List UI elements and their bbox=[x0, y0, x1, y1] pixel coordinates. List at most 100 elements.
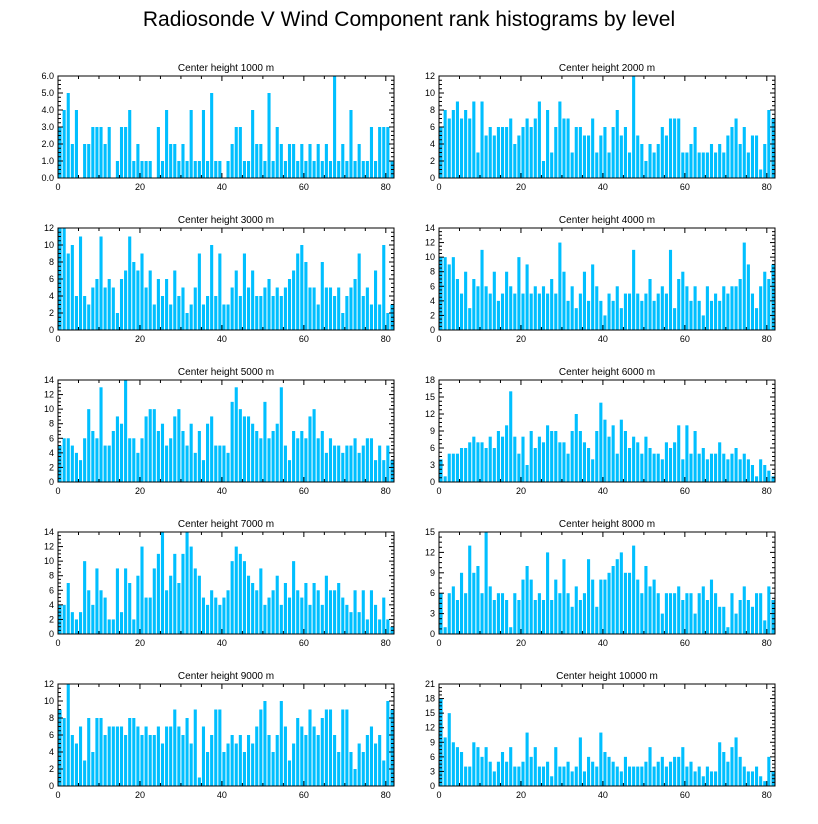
bar bbox=[689, 300, 693, 330]
bar bbox=[656, 761, 660, 786]
x-tick-label: 20 bbox=[516, 638, 526, 648]
bar bbox=[337, 583, 341, 634]
bar bbox=[300, 245, 304, 330]
y-tick-label: 3 bbox=[430, 460, 435, 470]
bar bbox=[267, 438, 271, 482]
bar bbox=[300, 597, 304, 634]
bar bbox=[357, 612, 361, 634]
bar bbox=[238, 127, 242, 178]
bar bbox=[242, 416, 246, 482]
y-tick-label: 18 bbox=[425, 375, 435, 385]
bar bbox=[619, 771, 623, 786]
bar bbox=[128, 438, 132, 482]
bar bbox=[685, 593, 689, 634]
x-tick-label: 80 bbox=[762, 486, 772, 496]
y-tick-label: 3 bbox=[430, 766, 435, 776]
x-tick-label: 40 bbox=[598, 486, 608, 496]
y-tick-label: 10 bbox=[44, 696, 54, 706]
bar bbox=[177, 296, 181, 330]
bar bbox=[603, 579, 607, 634]
bar bbox=[480, 101, 484, 178]
bar bbox=[492, 135, 496, 178]
bar bbox=[464, 271, 468, 330]
bar bbox=[210, 416, 214, 482]
bar bbox=[484, 747, 488, 786]
bar bbox=[255, 144, 259, 178]
bar bbox=[140, 438, 144, 482]
bar bbox=[189, 546, 193, 634]
y-tick-label: 10 bbox=[425, 252, 435, 262]
bar bbox=[365, 287, 369, 330]
bar bbox=[173, 553, 177, 634]
bar bbox=[595, 606, 599, 634]
bar bbox=[185, 313, 189, 330]
bar bbox=[87, 144, 91, 178]
bar bbox=[99, 590, 103, 634]
bar bbox=[664, 442, 668, 482]
bar bbox=[746, 264, 750, 330]
y-tick-label: 15 bbox=[425, 708, 435, 718]
bar bbox=[529, 756, 533, 786]
y-tick-label: 0 bbox=[430, 173, 435, 183]
bar bbox=[611, 300, 615, 330]
bar bbox=[701, 152, 705, 178]
bar bbox=[488, 293, 492, 330]
y-tick-label: 6 bbox=[49, 730, 54, 740]
bar bbox=[119, 279, 124, 330]
bar bbox=[627, 293, 632, 330]
bar bbox=[537, 593, 541, 634]
x-tick-label: 60 bbox=[299, 334, 309, 344]
bar bbox=[169, 726, 173, 786]
bar bbox=[701, 776, 705, 786]
bar bbox=[255, 726, 259, 786]
bar bbox=[128, 583, 132, 634]
y-tick-label: 3 bbox=[430, 609, 435, 619]
panel-title: Center height 4000 m bbox=[559, 215, 655, 226]
bar bbox=[103, 735, 107, 786]
bar bbox=[472, 436, 476, 482]
bar bbox=[382, 460, 386, 482]
bar bbox=[648, 586, 652, 634]
bar bbox=[349, 612, 353, 634]
bar bbox=[632, 545, 636, 634]
bar bbox=[767, 756, 771, 786]
panel-7: Center height 8000 m 0 3 6 9 12 15 0 20 40 60 80 bbox=[425, 519, 776, 648]
bar bbox=[230, 144, 234, 178]
bar bbox=[83, 296, 87, 330]
bar bbox=[550, 776, 554, 786]
bar bbox=[337, 287, 341, 330]
bar bbox=[517, 766, 521, 786]
panel-3: Center height 4000 m 0 2 4 6 8 10 12 14 0 20 40 60 80 bbox=[425, 215, 776, 344]
bar bbox=[374, 743, 378, 786]
bar bbox=[70, 245, 74, 330]
bar bbox=[378, 304, 382, 330]
y-tick-label: 0 bbox=[430, 325, 435, 335]
bar bbox=[177, 583, 181, 634]
bar bbox=[566, 453, 570, 482]
bar bbox=[513, 144, 517, 178]
bar bbox=[115, 568, 119, 634]
bar bbox=[333, 76, 337, 178]
bar bbox=[382, 597, 386, 634]
bar bbox=[316, 735, 320, 786]
bar bbox=[558, 101, 562, 178]
bar bbox=[283, 161, 287, 178]
panel-6: Center height 7000 m 0 2 4 6 8 10 12 14 0 20 40 60 80 bbox=[44, 519, 395, 648]
bar bbox=[627, 766, 632, 786]
bar bbox=[541, 286, 546, 330]
bar bbox=[251, 110, 255, 178]
bar bbox=[251, 270, 255, 330]
bar bbox=[591, 459, 595, 482]
bar bbox=[357, 253, 361, 330]
bar bbox=[386, 619, 390, 634]
bar bbox=[365, 735, 369, 786]
bar bbox=[345, 296, 349, 330]
bar bbox=[337, 445, 341, 482]
bar bbox=[468, 545, 472, 634]
bar bbox=[513, 593, 517, 634]
bar bbox=[144, 161, 148, 178]
bar bbox=[468, 118, 472, 178]
bar bbox=[664, 766, 668, 786]
bar bbox=[746, 600, 750, 634]
